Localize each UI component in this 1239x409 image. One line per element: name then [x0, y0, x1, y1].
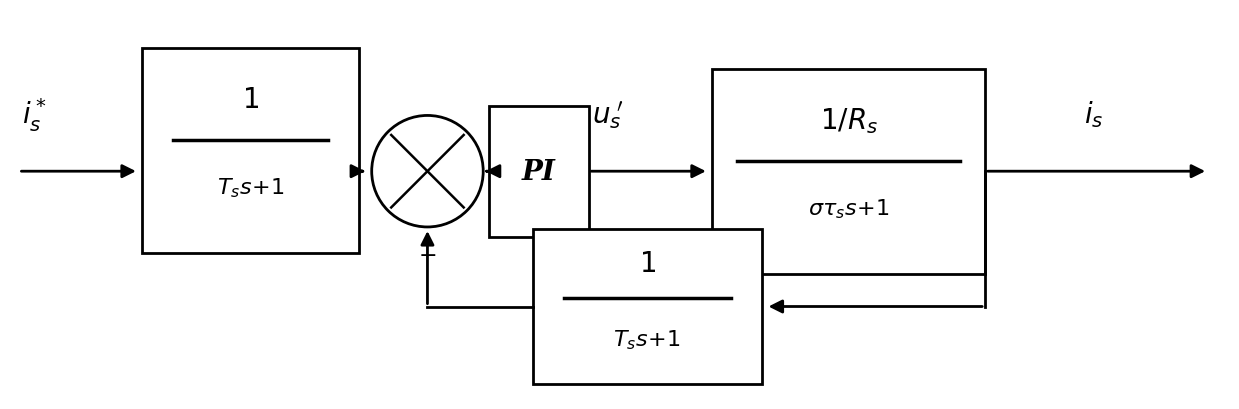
Text: $-$: $-$: [419, 244, 436, 264]
Text: $i_s$: $i_s$: [1084, 99, 1104, 130]
Text: $T_s s\!+\!1$: $T_s s\!+\!1$: [613, 328, 681, 351]
Text: $1$: $1$: [243, 86, 259, 114]
Text: $T_s s\!+\!1$: $T_s s\!+\!1$: [217, 176, 285, 200]
Text: $1$: $1$: [639, 250, 655, 278]
Text: $\sigma\tau_s s\!+\!1$: $\sigma\tau_s s\!+\!1$: [808, 197, 890, 220]
Text: PI: PI: [522, 158, 556, 185]
Text: $1/R_s$: $1/R_s$: [820, 106, 877, 135]
Text: $u_s\!'$: $u_s\!'$: [592, 99, 623, 130]
Text: $i_s^*$: $i_s^*$: [22, 96, 47, 133]
FancyBboxPatch shape: [533, 229, 762, 384]
FancyBboxPatch shape: [712, 70, 985, 274]
FancyBboxPatch shape: [489, 106, 589, 237]
FancyBboxPatch shape: [142, 49, 359, 254]
